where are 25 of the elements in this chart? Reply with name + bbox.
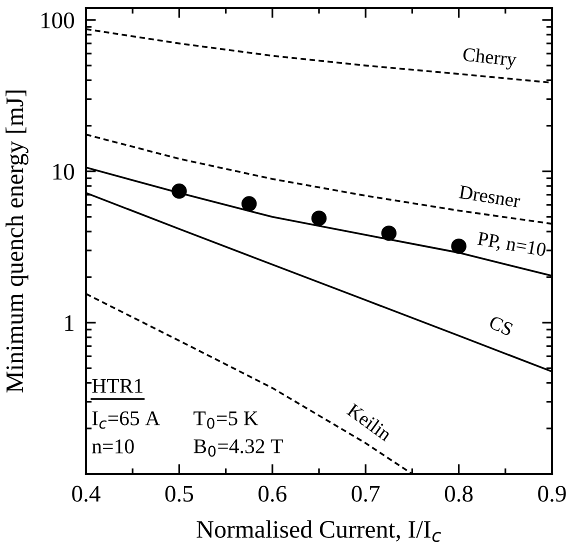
point: [172, 183, 187, 199]
annotation: I$_{c}$=65 A: [92, 411, 160, 429]
x-tick-label: 0.6: [258, 486, 286, 502]
annotation: B$_{0}$=4.32 T: [194, 439, 283, 457]
x-tick-label: 0.9: [538, 486, 566, 502]
annotation: CS: [488, 315, 514, 336]
y-axis-title: Minimum quench energy [mJ]: [6, 90, 28, 392]
x-tick-label: 0.4: [72, 486, 100, 502]
point: [311, 210, 327, 226]
x-axis-title: Normalised Current, I/I$_{c}$: [196, 520, 441, 542]
annotation: Cherry: [462, 47, 518, 70]
annotation: T$_{0}$=5 K: [194, 412, 258, 429]
x-tick-label: 0.8: [444, 486, 473, 502]
annotation: Dresner: [458, 185, 521, 208]
y-tick-label: 1: [65, 315, 74, 331]
x-tick-label: 0.7: [352, 486, 380, 502]
x-tick-label: 0.5: [165, 486, 194, 502]
point: [451, 238, 466, 254]
y-tick-label: 100: [42, 12, 74, 28]
annotation: n=10: [92, 439, 134, 454]
annotation: HTR1: [92, 378, 142, 393]
point: [381, 226, 397, 241]
y-tick-label: 10: [53, 164, 74, 180]
point: [241, 196, 257, 212]
annotation: PP, n=10: [476, 232, 546, 260]
